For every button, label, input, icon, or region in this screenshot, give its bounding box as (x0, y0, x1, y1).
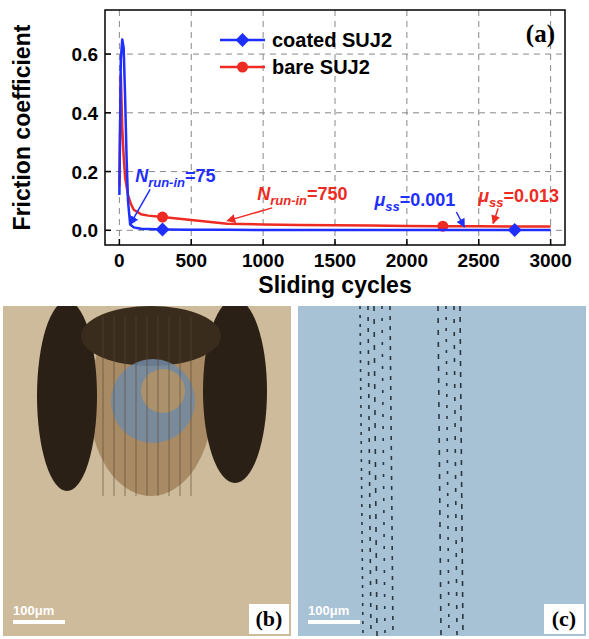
legend-marker (236, 33, 250, 47)
x-tick (191, 239, 193, 245)
contact-area (141, 369, 185, 413)
annotation-subscript: run-in (270, 193, 307, 208)
x-tick (478, 239, 480, 245)
annotation-subscript: ss (489, 195, 503, 210)
wear-track (454, 306, 457, 636)
marker (157, 212, 168, 223)
scale-bar-label: 100μm (13, 603, 54, 618)
wear-track (374, 306, 377, 636)
annotation-text: =0.013 (503, 186, 559, 206)
annotation-arrow (227, 208, 272, 221)
annotation-symbol: μ (477, 186, 489, 206)
y-tick-label: 0.4 (72, 103, 99, 124)
legend-label: bare SUJ2 (272, 56, 370, 78)
wear-track (460, 306, 463, 636)
y-tick-label: 0.0 (72, 220, 98, 241)
series-line (119, 75, 550, 227)
annotation-symbol: N (135, 166, 149, 186)
plot-area (119, 39, 550, 237)
marker (508, 223, 522, 237)
y-axis-title: Friction coefficient (9, 24, 35, 230)
y-tick-label: 0.2 (72, 162, 98, 183)
annotation-symbol: μ (373, 190, 385, 210)
image-background (298, 306, 586, 636)
y-tick-label: 0.6 (72, 44, 98, 65)
scale-bar-label: 100μm (308, 603, 349, 618)
x-tick-label: 3000 (529, 250, 571, 271)
x-tick-label: 2000 (386, 250, 428, 271)
micrograph (298, 306, 586, 636)
scratch (125, 316, 126, 496)
annotation: μss=0.001 (373, 190, 455, 214)
scale-bar (13, 620, 65, 624)
scratch (191, 316, 192, 496)
scratch (136, 316, 137, 496)
series-line (119, 39, 550, 230)
scratch (103, 316, 104, 496)
x-tick-label: 500 (175, 250, 207, 271)
x-tick (262, 239, 264, 245)
grid-line (105, 112, 565, 113)
scratch (114, 316, 115, 496)
legend-marker (237, 62, 248, 73)
annotation-subscript: ss (385, 199, 399, 214)
panel-label-box (544, 604, 584, 634)
marker (156, 222, 170, 236)
x-axis-title: Sliding cycles (258, 272, 411, 298)
legend-entry: bare SUJ2 (220, 56, 370, 78)
x-tick-label: 2500 (458, 250, 500, 271)
debris (81, 306, 221, 366)
annotation-symbol: N (257, 184, 271, 204)
x-tick-label: 1000 (242, 250, 284, 271)
contact-area (111, 359, 195, 443)
x-tick (334, 239, 336, 245)
wear-track (360, 306, 363, 636)
scratch (158, 316, 159, 496)
annotation: Nrun-in=750 (257, 184, 347, 208)
wear-track (438, 306, 441, 636)
wear-track (382, 306, 385, 636)
y-tick (105, 230, 111, 232)
wear-track (390, 306, 393, 636)
micrograph (3, 306, 291, 636)
grid-line (191, 10, 192, 245)
x-tick-label: 1500 (314, 250, 356, 271)
scratch (147, 316, 148, 496)
annotation: Nrun-in=75 (135, 166, 215, 190)
panel-label: (c) (552, 606, 576, 631)
annotation-arrow (493, 208, 498, 223)
y-tick (105, 53, 111, 55)
scratch (180, 316, 181, 496)
wear-track (368, 306, 371, 636)
annotation-text: =75 (185, 166, 216, 186)
annotation-arrow (130, 189, 150, 224)
y-tick (105, 112, 111, 114)
y-tick (105, 171, 111, 173)
plot-frame (105, 10, 565, 245)
wear-track (446, 306, 449, 636)
annotation-text: =0.001 (400, 190, 456, 210)
panel-label: (a) (526, 20, 555, 48)
annotation-text: =750 (307, 184, 348, 204)
grid-line (478, 10, 479, 245)
legend-label: coated SUJ2 (272, 29, 392, 51)
x-tick (406, 239, 408, 245)
panel-label-box (249, 604, 289, 634)
panel-label: (b) (256, 606, 283, 631)
grid-line (105, 171, 565, 172)
annotation-subscript: run-in (148, 175, 185, 190)
scratch (169, 316, 170, 496)
annotation-arrow (456, 212, 464, 227)
scale-bar (308, 620, 360, 624)
x-tick (550, 239, 552, 245)
grid-line (105, 54, 565, 55)
legend-entry: coated SUJ2 (220, 29, 392, 51)
figure: 0 500 1000 1500 2000 2500 3000 0.0 0.2 0.4 0.6 Slid… (0, 0, 589, 639)
x-tick (119, 239, 121, 245)
annotation: μss=0.013 (477, 186, 559, 210)
x-tick-label: 0 (114, 250, 125, 271)
